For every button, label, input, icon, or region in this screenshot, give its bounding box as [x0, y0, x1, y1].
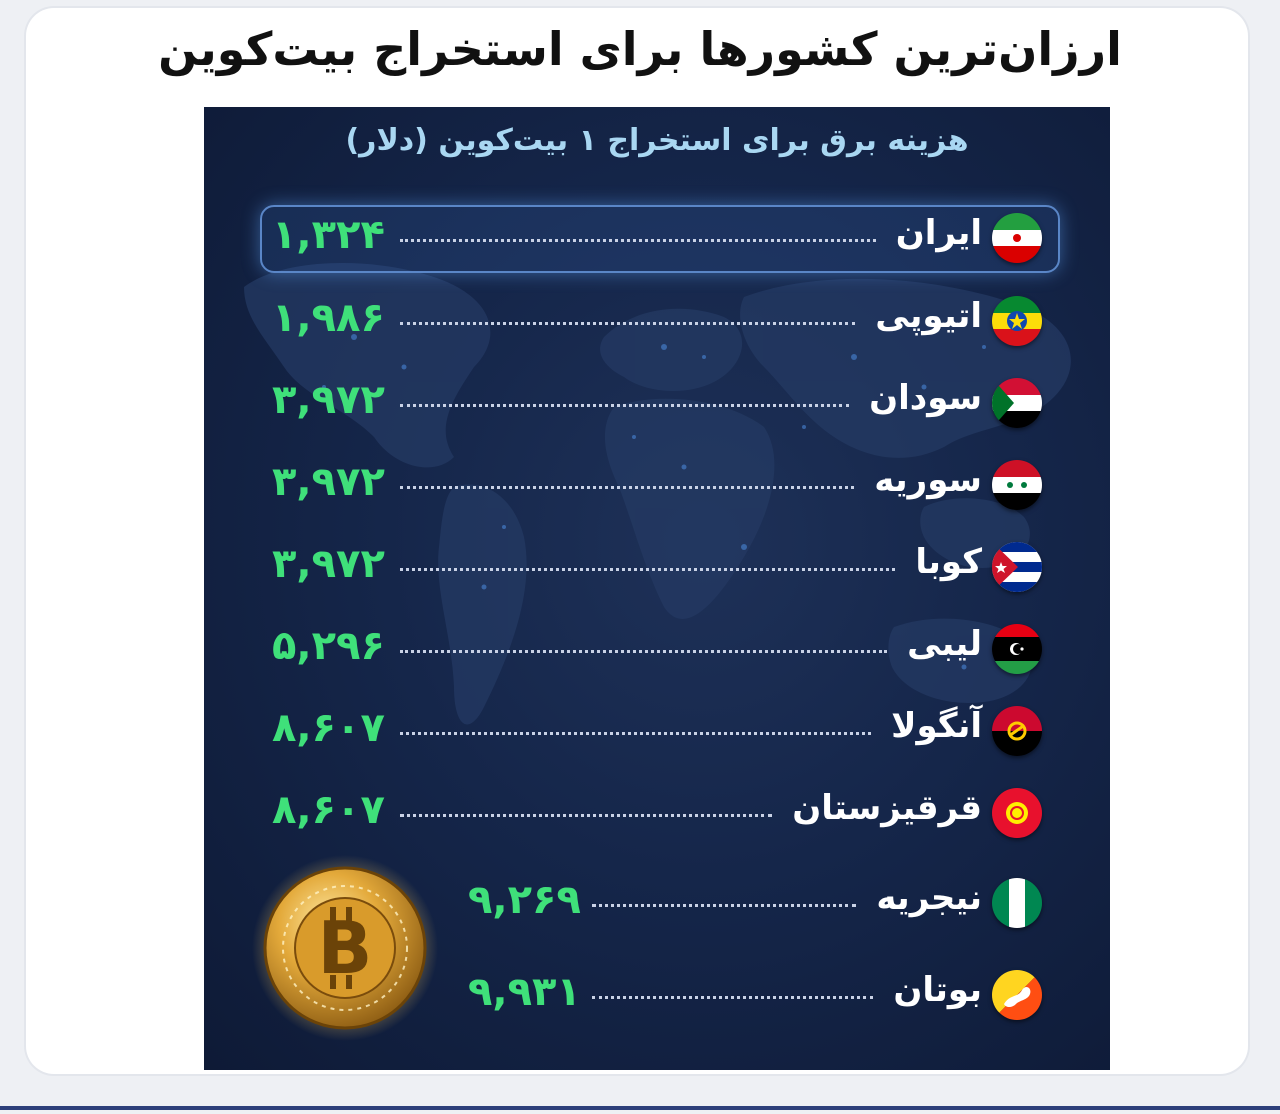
flag-nigeria-icon [992, 878, 1042, 928]
leader-line [400, 732, 872, 735]
country-label: آنگولا [891, 706, 982, 746]
value-label: ۵,۲۹۶ [272, 623, 385, 669]
chart-panel: هزینه برق برای استخراج ۱ بیت‌کوین (دلار)… [204, 107, 1110, 1070]
country-label: بوتان [893, 970, 982, 1010]
leader-line [400, 568, 896, 571]
chart-title: ارزان‌ترین کشورها برای استخراج بیت‌کوین [158, 22, 1122, 76]
country-label: ایران [895, 213, 982, 253]
country-label: کوبا [915, 542, 982, 582]
flag-angola-icon [992, 706, 1042, 756]
leader-line [400, 814, 773, 817]
bottom-divider [0, 1106, 1280, 1110]
svg-text:B: B [318, 906, 373, 990]
country-label: قرقیزستان [792, 788, 982, 828]
flag-syria-icon [992, 460, 1042, 510]
value-label: ۹,۹۳۱ [468, 969, 581, 1015]
country-label: سودان [869, 378, 982, 418]
value-label: ۱,۳۲۴ [272, 212, 385, 258]
value-label: ۳,۹۷۲ [272, 459, 385, 505]
leader-line [400, 322, 856, 325]
leader-line [400, 404, 850, 407]
leader-line [400, 239, 876, 242]
country-label: نیجریه [876, 878, 982, 918]
value-label: ۳,۹۷۲ [272, 541, 385, 587]
bitcoin-coin-icon: B [252, 855, 438, 1041]
flag-sudan-icon [992, 378, 1042, 428]
flag-kyrgyzstan-icon [992, 788, 1042, 838]
flag-libya-icon [992, 624, 1042, 674]
leader-line [400, 486, 855, 489]
flag-ethiopia-icon [992, 296, 1042, 346]
value-label: ۱,۹۸۶ [272, 295, 385, 341]
flag-iran-icon [992, 213, 1042, 263]
chart-subtitle: هزینه برق برای استخراج ۱ بیت‌کوین (دلار) [345, 123, 969, 158]
value-label: ۸,۶۰۷ [272, 787, 385, 833]
leader-line [400, 650, 888, 653]
country-label: لیبی [907, 624, 982, 664]
flag-cuba-icon [992, 542, 1042, 592]
country-label: سوریه [874, 460, 982, 500]
leader-line [592, 904, 857, 907]
value-label: ۸,۶۰۷ [272, 705, 385, 751]
value-label: ۹,۲۶۹ [468, 877, 581, 923]
world-map-background [244, 263, 1071, 725]
chart-row [260, 205, 1060, 273]
leader-line [592, 996, 874, 999]
value-label: ۳,۹۷۲ [272, 377, 385, 423]
flag-bhutan-icon [992, 970, 1042, 1020]
country-label: اتیوپی [875, 296, 982, 336]
